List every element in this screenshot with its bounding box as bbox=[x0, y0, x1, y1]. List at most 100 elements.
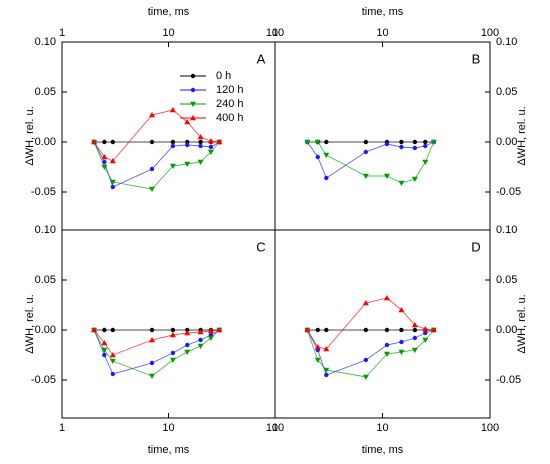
marker bbox=[102, 327, 107, 333]
marker bbox=[324, 327, 329, 333]
marker bbox=[423, 143, 428, 149]
x-tick-label: 100 bbox=[266, 422, 284, 434]
marker bbox=[412, 327, 418, 333]
marker bbox=[384, 342, 390, 348]
marker bbox=[412, 145, 418, 151]
marker bbox=[430, 139, 437, 145]
marker bbox=[184, 349, 191, 355]
plot-frame bbox=[61, 229, 276, 419]
x-tick-label: 1 bbox=[272, 27, 278, 39]
marker bbox=[207, 138, 214, 144]
marker bbox=[207, 335, 214, 341]
marker bbox=[362, 374, 369, 380]
legend-marker bbox=[190, 115, 196, 121]
y-tick-label: 0.05 bbox=[496, 274, 517, 286]
marker bbox=[412, 139, 418, 145]
y-tick-label: -0.05 bbox=[496, 186, 521, 198]
marker bbox=[184, 330, 191, 336]
marker bbox=[399, 139, 404, 145]
x-axis-title: time, ms bbox=[148, 6, 190, 18]
y-axis-title: ΔWH, rel. u. bbox=[24, 106, 36, 165]
marker bbox=[315, 154, 320, 160]
panel-label: D bbox=[471, 239, 480, 254]
marker bbox=[324, 372, 329, 378]
marker bbox=[411, 347, 418, 353]
marker bbox=[169, 163, 176, 169]
series-line bbox=[93, 329, 220, 375]
legend-label: 0 h bbox=[216, 70, 231, 82]
marker bbox=[363, 149, 369, 155]
y-tick-label: 0.10 bbox=[35, 224, 56, 236]
x-tick-label: 1 bbox=[59, 422, 65, 434]
x-tick-label: 10 bbox=[162, 422, 174, 434]
marker bbox=[422, 337, 429, 343]
y-axis-title: ΔWH, rel. u. bbox=[516, 106, 528, 165]
marker bbox=[197, 329, 204, 335]
panel-label: A bbox=[257, 51, 266, 66]
marker bbox=[101, 340, 108, 346]
marker bbox=[149, 360, 155, 366]
y-tick-label: 0.10 bbox=[35, 36, 56, 48]
x-axis-title: time, ms bbox=[148, 444, 190, 456]
marker bbox=[197, 343, 204, 349]
marker bbox=[109, 179, 116, 185]
y-tick-label: -0.05 bbox=[31, 374, 56, 386]
x-tick-label: 10 bbox=[162, 27, 174, 39]
marker bbox=[208, 144, 214, 150]
x-tick-label: 100 bbox=[481, 422, 499, 434]
panel-label: C bbox=[256, 239, 265, 254]
y-tick-label: 0.05 bbox=[35, 86, 56, 98]
marker bbox=[110, 184, 116, 190]
marker bbox=[423, 330, 428, 336]
marker bbox=[91, 139, 98, 145]
marker bbox=[363, 327, 369, 333]
marker bbox=[411, 322, 418, 328]
marker bbox=[149, 166, 155, 172]
y-tick-label: -0.05 bbox=[31, 186, 56, 198]
legend-marker bbox=[190, 73, 196, 79]
x-axis-title: time, ms bbox=[362, 444, 404, 456]
marker bbox=[101, 154, 108, 160]
x-tick-label: 100 bbox=[266, 27, 284, 39]
marker bbox=[314, 139, 321, 145]
marker bbox=[198, 139, 203, 145]
marker bbox=[399, 144, 404, 150]
x-tick-label: 1 bbox=[59, 27, 65, 39]
y-tick-label: 0.00 bbox=[35, 136, 56, 148]
plot-frame bbox=[61, 41, 276, 231]
marker bbox=[323, 367, 330, 373]
legend-marker bbox=[190, 101, 196, 107]
marker bbox=[383, 295, 390, 301]
marker bbox=[383, 173, 390, 179]
x-tick-label: 10 bbox=[376, 422, 388, 434]
marker bbox=[323, 152, 330, 158]
marker bbox=[315, 327, 320, 333]
y-tick-label: 0.00 bbox=[496, 324, 517, 336]
marker bbox=[184, 161, 191, 167]
marker bbox=[149, 139, 155, 145]
marker bbox=[324, 139, 329, 145]
y-tick-label: 0.05 bbox=[496, 86, 517, 98]
marker bbox=[430, 327, 437, 333]
marker bbox=[109, 358, 116, 364]
marker bbox=[102, 139, 107, 145]
marker bbox=[399, 339, 404, 345]
marker bbox=[149, 112, 156, 118]
marker bbox=[198, 337, 203, 343]
marker bbox=[363, 357, 369, 363]
marker bbox=[412, 335, 418, 341]
plot-frame bbox=[274, 41, 491, 231]
marker bbox=[102, 352, 107, 358]
plot-frame bbox=[274, 229, 491, 419]
y-tick-label: 0.00 bbox=[496, 136, 517, 148]
marker bbox=[110, 139, 116, 145]
marker bbox=[102, 159, 107, 165]
marker bbox=[383, 351, 390, 357]
y-tick-label: 0.05 bbox=[35, 274, 56, 286]
marker bbox=[207, 149, 214, 155]
marker bbox=[216, 139, 223, 145]
marker bbox=[101, 164, 108, 170]
x-tick-label: 1 bbox=[272, 422, 278, 434]
marker bbox=[398, 349, 405, 355]
